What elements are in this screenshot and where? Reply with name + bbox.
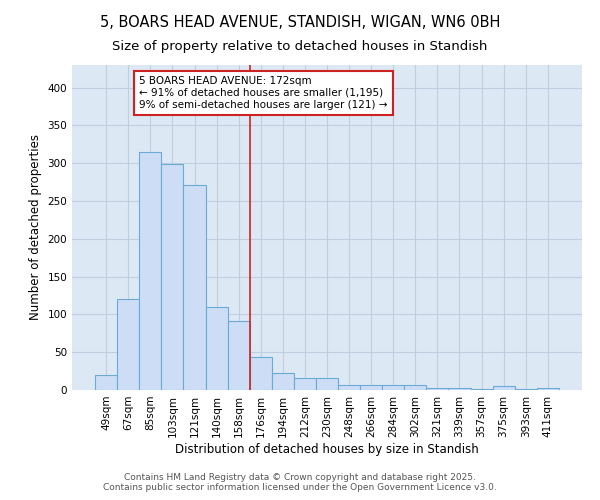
Bar [338, 384, 360, 390]
Text: 5 BOARS HEAD AVENUE: 172sqm
← 91% of detached houses are smaller (1,195)
9% of s: 5 BOARS HEAD AVENUE: 172sqm ← 91% of det… [139, 76, 388, 110]
Bar [161, 164, 184, 390]
Bar [360, 386, 382, 390]
Bar [206, 307, 227, 390]
Bar [515, 389, 537, 390]
Bar [427, 388, 448, 390]
X-axis label: Distribution of detached houses by size in Standish: Distribution of detached houses by size … [175, 442, 479, 456]
Text: Size of property relative to detached houses in Standish: Size of property relative to detached ho… [112, 40, 488, 53]
Bar [227, 321, 250, 390]
Bar [184, 185, 206, 390]
Text: 5, BOARS HEAD AVENUE, STANDISH, WIGAN, WN6 0BH: 5, BOARS HEAD AVENUE, STANDISH, WIGAN, W… [100, 15, 500, 30]
Bar [139, 152, 161, 390]
Bar [382, 386, 404, 390]
Bar [493, 386, 515, 390]
Bar [250, 356, 272, 390]
Bar [316, 378, 338, 390]
Y-axis label: Number of detached properties: Number of detached properties [29, 134, 42, 320]
Bar [294, 378, 316, 390]
Bar [272, 374, 294, 390]
Bar [448, 388, 470, 390]
Bar [95, 375, 117, 390]
Bar [537, 388, 559, 390]
Bar [404, 386, 427, 390]
Bar [470, 389, 493, 390]
Text: Contains HM Land Registry data © Crown copyright and database right 2025.
Contai: Contains HM Land Registry data © Crown c… [103, 473, 497, 492]
Bar [117, 300, 139, 390]
